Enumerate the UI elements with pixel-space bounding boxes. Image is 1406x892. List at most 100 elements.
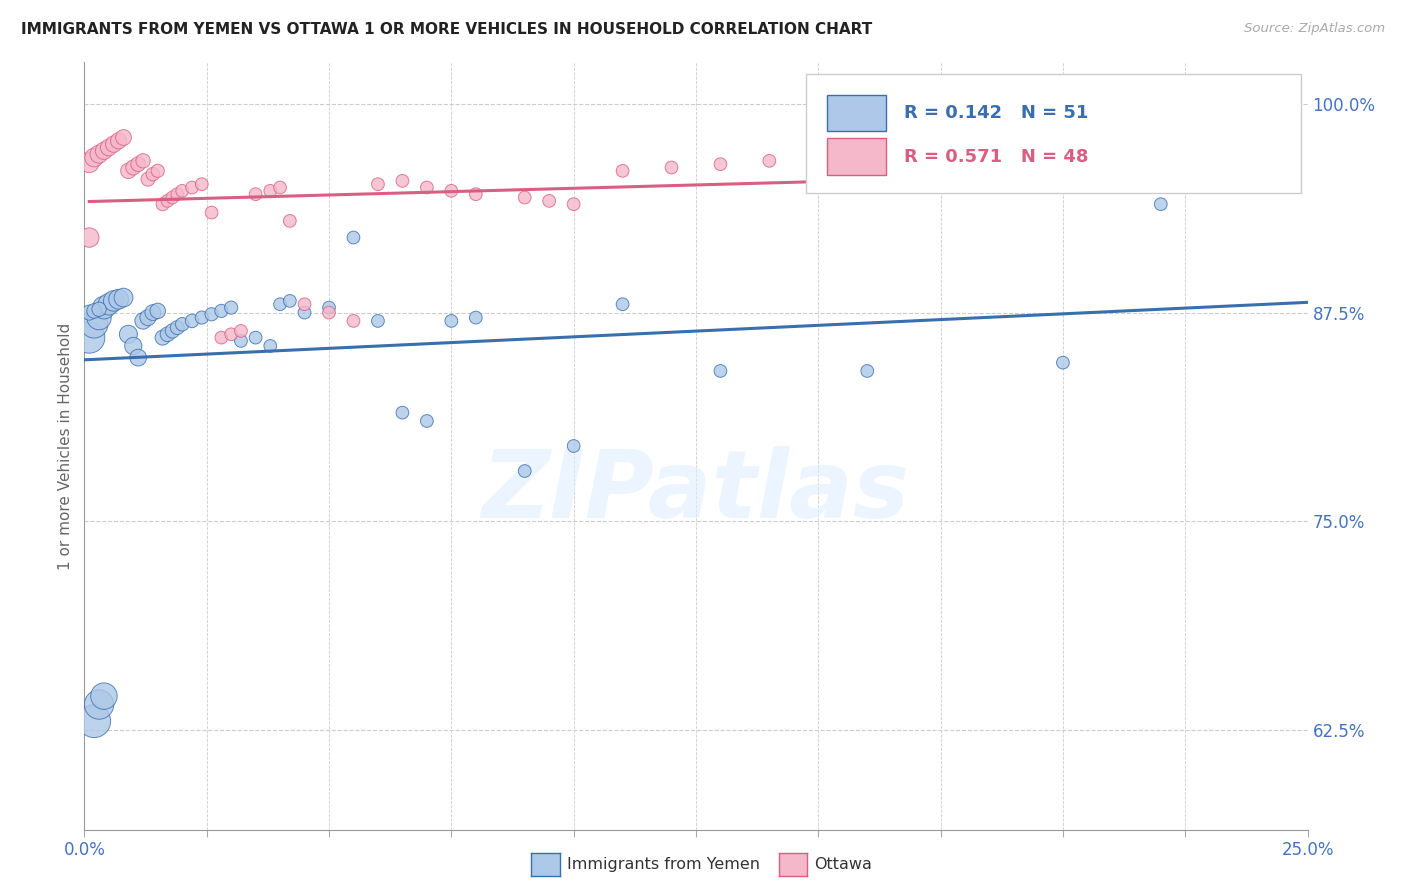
Point xyxy=(122,339,145,353)
Text: Ottawa: Ottawa xyxy=(814,857,872,871)
Text: Immigrants from Yemen: Immigrants from Yemen xyxy=(567,857,759,871)
Point xyxy=(1052,356,1074,370)
Point xyxy=(318,305,340,319)
Point xyxy=(166,187,188,202)
Point xyxy=(83,318,105,332)
Point xyxy=(318,301,340,315)
Point xyxy=(127,351,149,365)
Point xyxy=(107,292,129,306)
Point xyxy=(464,310,486,325)
Point xyxy=(367,314,389,328)
Point xyxy=(132,153,155,168)
Point xyxy=(172,184,194,198)
Point xyxy=(416,180,439,194)
Point xyxy=(122,161,145,175)
Point xyxy=(156,327,179,342)
Point xyxy=(278,214,301,228)
Point xyxy=(562,439,585,453)
Point xyxy=(112,130,135,145)
Point xyxy=(162,190,184,204)
Point xyxy=(440,184,463,198)
Point xyxy=(562,197,585,211)
Point xyxy=(440,314,463,328)
Point xyxy=(661,161,683,175)
Point xyxy=(612,164,634,178)
Point xyxy=(172,318,194,332)
Point xyxy=(612,297,634,311)
Point xyxy=(97,140,120,154)
Point xyxy=(209,330,232,344)
Point xyxy=(229,334,252,348)
Point xyxy=(152,197,174,211)
Y-axis label: 1 or more Vehicles in Household: 1 or more Vehicles in Household xyxy=(58,322,73,570)
Point xyxy=(117,164,139,178)
Point xyxy=(181,180,204,194)
Point xyxy=(77,305,100,319)
Point xyxy=(132,314,155,328)
Point xyxy=(93,144,115,158)
Point xyxy=(117,327,139,342)
Point xyxy=(77,230,100,244)
Point xyxy=(156,194,179,208)
Text: R = 0.142   N = 51: R = 0.142 N = 51 xyxy=(904,104,1088,122)
Point xyxy=(391,406,413,420)
Point xyxy=(103,293,125,308)
Point xyxy=(83,304,105,318)
Point xyxy=(259,184,281,198)
Point xyxy=(269,180,291,194)
Text: ZIPatlas: ZIPatlas xyxy=(482,446,910,538)
Point xyxy=(97,297,120,311)
Point xyxy=(416,414,439,428)
Point xyxy=(259,339,281,353)
Point xyxy=(181,314,204,328)
Point xyxy=(342,314,364,328)
Point xyxy=(513,464,536,478)
Point xyxy=(83,714,105,728)
Point xyxy=(278,293,301,308)
Point xyxy=(112,291,135,305)
Point xyxy=(162,324,184,338)
Point xyxy=(77,330,100,344)
Point xyxy=(146,164,169,178)
Text: Source: ZipAtlas.com: Source: ZipAtlas.com xyxy=(1244,22,1385,36)
Point xyxy=(219,301,242,315)
FancyBboxPatch shape xyxy=(827,138,886,175)
Point xyxy=(245,187,267,202)
Point xyxy=(758,153,780,168)
Point xyxy=(191,310,214,325)
Point xyxy=(513,190,536,204)
Point xyxy=(367,177,389,191)
Point xyxy=(464,187,486,202)
Point xyxy=(152,330,174,344)
Point xyxy=(127,157,149,171)
Point xyxy=(209,304,232,318)
Point xyxy=(93,301,115,315)
Point xyxy=(136,310,159,325)
Point xyxy=(269,297,291,311)
Point xyxy=(538,194,561,208)
Point xyxy=(87,310,110,325)
Text: R = 0.571   N = 48: R = 0.571 N = 48 xyxy=(904,148,1088,166)
Point xyxy=(856,364,879,378)
Point xyxy=(1052,97,1074,112)
Point xyxy=(77,155,100,169)
Point xyxy=(709,364,731,378)
Point xyxy=(166,320,188,334)
Point xyxy=(245,330,267,344)
Point xyxy=(342,230,364,244)
Point xyxy=(709,157,731,171)
Point xyxy=(87,302,110,317)
Point xyxy=(142,305,165,319)
FancyBboxPatch shape xyxy=(827,95,886,131)
Point xyxy=(294,297,316,311)
Point xyxy=(294,305,316,319)
Point xyxy=(107,134,129,148)
Point xyxy=(807,151,830,165)
FancyBboxPatch shape xyxy=(806,74,1302,193)
Point xyxy=(136,172,159,186)
Point xyxy=(93,689,115,703)
Point xyxy=(200,205,222,219)
Point xyxy=(191,177,214,191)
Point xyxy=(219,327,242,342)
Text: IMMIGRANTS FROM YEMEN VS OTTAWA 1 OR MORE VEHICLES IN HOUSEHOLD CORRELATION CHAR: IMMIGRANTS FROM YEMEN VS OTTAWA 1 OR MOR… xyxy=(21,22,872,37)
